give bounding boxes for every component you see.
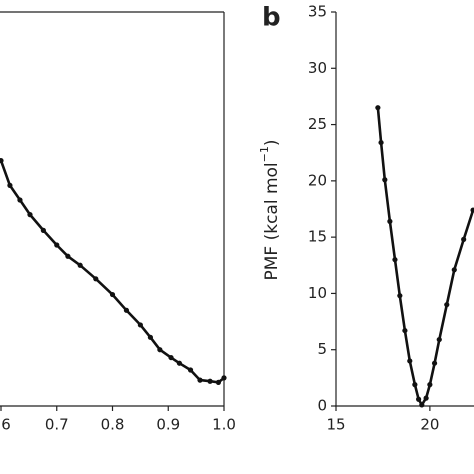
point [187,367,194,373]
point [54,242,60,248]
point [387,218,393,224]
point [93,276,99,282]
y-label-sup: −1 [258,146,271,162]
point [419,402,425,408]
x-tick-label: 20 [420,416,439,434]
y-axis-label: PMF (kcal mol−1) [258,139,282,280]
point [137,322,143,328]
point [0,157,4,164]
point [402,327,408,334]
point [147,334,154,340]
y-tick-label: 10 [308,284,327,302]
point [207,378,213,384]
point [392,257,398,263]
point [221,375,227,381]
point [416,396,422,402]
point [27,212,33,218]
x-tick-label: 0.9 [156,416,180,434]
panel-label: b [262,3,281,33]
point [215,379,222,385]
point [123,307,130,313]
point [461,236,467,242]
y-tick-label: 35 [308,3,327,21]
point [7,182,13,188]
y-tick-label: 15 [308,228,327,246]
point [431,360,438,366]
y-tick-label: 20 [308,171,327,189]
point [197,377,203,383]
y-tick-label: 0 [317,397,327,415]
point [109,291,116,298]
point [451,267,457,273]
point [375,105,381,111]
point [157,347,163,353]
point [427,382,433,388]
point [176,360,182,366]
y-tick-label: 30 [308,59,327,77]
y-tick-label: 5 [317,340,327,358]
point [40,227,46,233]
x-tick-label: 6 [1,416,11,434]
line [376,107,474,407]
point [444,302,450,308]
x-tick-label: 0.8 [101,416,125,434]
point [397,293,403,299]
point [412,382,418,388]
point [378,139,384,146]
point [65,253,71,259]
point [436,336,442,343]
point [382,177,388,183]
line [0,160,225,384]
point [17,197,23,203]
point [77,262,83,268]
point [423,395,429,401]
y-label-main: PMF (kcal mol [262,162,282,280]
point [470,207,474,213]
x-tick-label: 15 [326,416,345,434]
point [168,354,174,361]
x-tick-label: 0.7 [45,416,69,434]
y-label-close: ) [262,139,282,146]
x-tick-label: 1.0 [212,416,236,434]
y-tick-label: 25 [308,115,327,133]
point [407,358,413,364]
